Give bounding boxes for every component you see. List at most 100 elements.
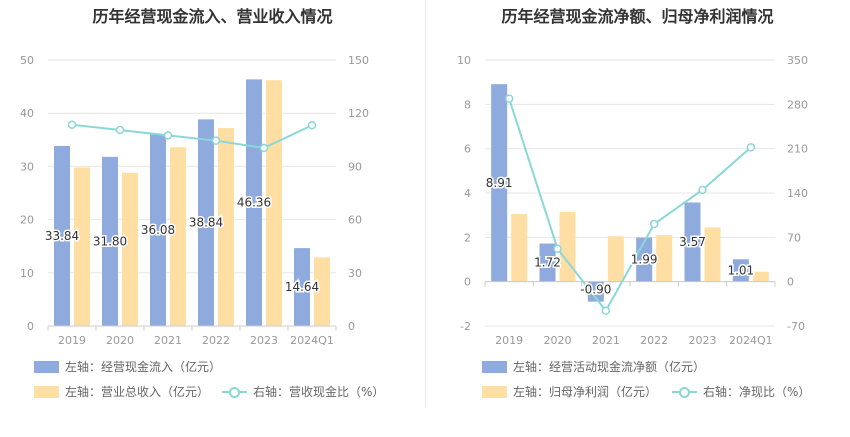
y-right-tick-label: 210 <box>787 143 808 156</box>
bar-data-label: 8.91 <box>486 176 513 190</box>
y-left-tick-label: 0 <box>27 320 34 333</box>
bar[interactable] <box>752 271 769 282</box>
bar[interactable] <box>150 134 166 326</box>
line-point[interactable] <box>67 120 77 129</box>
bar-data-label: 38.84 <box>189 216 223 230</box>
bar[interactable] <box>704 227 721 282</box>
x-tick-label: 2024Q1 <box>290 334 334 345</box>
x-tick-label: 2021 <box>154 334 182 345</box>
bar[interactable] <box>539 243 556 282</box>
y-left-tick-label: 6 <box>464 143 471 156</box>
bar[interactable] <box>122 172 138 326</box>
bar-data-label: 33.84 <box>45 229 79 243</box>
bar[interactable] <box>732 259 749 282</box>
x-tick-label: 2023 <box>250 334 278 345</box>
bar[interactable] <box>511 214 528 282</box>
left-chart-panel: 历年经营现金流入、营业收入情况 0 10 20 30 40 50 0 30 60 90 120 150… <box>20 7 384 400</box>
panel-divider <box>425 0 426 408</box>
legend-swatch <box>482 385 507 398</box>
x-tick-label: 2020 <box>544 334 572 345</box>
y-right-tick-label: 0 <box>787 276 794 289</box>
bar-data-label: -0.90 <box>580 283 611 297</box>
bar[interactable] <box>607 236 624 282</box>
right-chart-plot: -2 0 2 4 6 8 10 -70 0 70 140 210 280 350 2019 2020 2021 2… <box>457 54 808 345</box>
chart-title: 历年经营现金流入、营业收入情况 <box>92 7 333 26</box>
y-left-tick-label: 10 <box>20 267 34 280</box>
y-right-tick-label: 70 <box>787 231 801 244</box>
line-point[interactable] <box>649 219 659 229</box>
legend-swatch <box>34 385 59 398</box>
y-left-tick-label: 4 <box>464 187 471 200</box>
bar-data-label: 46.36 <box>237 196 271 210</box>
y-right-tick-label: 60 <box>348 214 362 227</box>
legend-item-revenue[interactable]: 左轴：营业总收入（亿元） <box>34 383 209 400</box>
legend-item-cash-ratio[interactable]: 右轴：营收现金比（%） <box>222 383 384 400</box>
line-point[interactable] <box>307 121 317 130</box>
y-right-tick-label: 150 <box>348 54 369 67</box>
line-point[interactable] <box>698 185 707 195</box>
bar[interactable] <box>74 167 90 326</box>
legend-label: 左轴：归母净利润（亿元） <box>513 385 658 399</box>
y-left-tick-label: 8 <box>464 98 471 111</box>
bar[interactable] <box>491 84 508 282</box>
x-tick-label: 2024Q1 <box>729 334 773 345</box>
legend-label: 左轴：经营现金流入（亿元） <box>65 360 222 374</box>
x-tick-label: 2019 <box>58 334 86 345</box>
line-point[interactable] <box>553 244 562 253</box>
y-left-tick-label: 0 <box>464 276 471 289</box>
y-right-tick-label: 30 <box>348 267 362 280</box>
legend-swatch <box>222 386 247 398</box>
legend-label: 右轴：营收现金比（%） <box>253 385 385 399</box>
line-point[interactable] <box>259 143 269 153</box>
bar[interactable] <box>587 281 604 302</box>
line-point[interactable] <box>211 136 221 145</box>
line-point[interactable] <box>115 125 125 135</box>
bar[interactable] <box>656 235 673 282</box>
y-left-tick-label: -2 <box>460 320 471 333</box>
line-series <box>71 123 313 149</box>
legend-item-inflow[interactable]: 左轴：经营现金流入（亿元） <box>34 358 221 375</box>
bar[interactable] <box>198 119 214 326</box>
y-left-tick-label: 40 <box>20 107 34 120</box>
y-left-tick-label: 2 <box>464 231 471 244</box>
bar-data-label: 14.64 <box>285 280 319 294</box>
x-tick-label: 2023 <box>689 334 717 345</box>
bar[interactable] <box>54 145 70 326</box>
bar-data-label: 1.01 <box>727 263 754 277</box>
bar[interactable] <box>170 147 186 326</box>
bar[interactable] <box>246 79 262 326</box>
bar[interactable] <box>218 128 234 326</box>
x-tick-label: 2022 <box>640 334 668 345</box>
bar[interactable] <box>314 257 330 326</box>
bar[interactable] <box>294 248 310 326</box>
y-right-tick-label: 90 <box>348 160 362 173</box>
bar[interactable] <box>102 156 118 326</box>
bar-data-label: 3.57 <box>679 235 706 249</box>
y-left-tick-label: 30 <box>20 160 34 173</box>
x-tick-label: 2020 <box>106 334 134 345</box>
legend-label: 左轴：营业总收入（亿元） <box>65 385 210 399</box>
legend-item-net-profit[interactable]: 左轴：归母净利润（亿元） <box>482 383 657 400</box>
legend-item-net-cash-ratio[interactable]: 右轴：净现比（%） <box>672 383 810 400</box>
y-left-tick-label: 10 <box>457 54 471 67</box>
legend-item-net-cashflow[interactable]: 左轴：经营活动现金流净额（亿元） <box>482 358 705 375</box>
line-point[interactable] <box>746 143 756 152</box>
left-chart-plot: 0 10 20 30 40 50 0 30 60 90 120 150 2019 2020 2021 2022… <box>20 54 369 345</box>
legend-swatch <box>34 360 59 373</box>
x-tick-label: 2021 <box>592 334 620 345</box>
y-right-tick-label: 120 <box>348 107 369 120</box>
bar[interactable] <box>559 211 576 282</box>
y-right-tick-label: -70 <box>787 320 805 333</box>
line-point[interactable] <box>163 131 173 140</box>
line-point[interactable] <box>601 306 611 316</box>
y-right-tick-label: 0 <box>348 320 355 333</box>
chart-title: 历年经营现金流净额、归母净利润情况 <box>501 7 774 26</box>
legend-swatch <box>482 360 507 373</box>
line-point[interactable] <box>504 94 514 103</box>
x-tick-label: 2019 <box>495 334 523 345</box>
bar[interactable] <box>684 202 701 282</box>
legend-label: 左轴：经营活动现金流净额（亿元） <box>513 360 706 374</box>
bar-data-label: 36.08 <box>141 223 175 237</box>
line-series <box>508 98 752 313</box>
bar-data-label: 1.72 <box>534 256 561 270</box>
